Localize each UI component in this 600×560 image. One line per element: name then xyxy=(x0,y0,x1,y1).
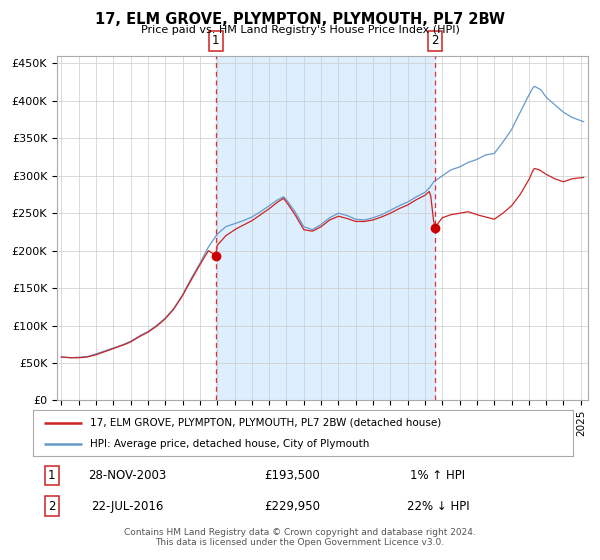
Text: HPI: Average price, detached house, City of Plymouth: HPI: Average price, detached house, City… xyxy=(90,439,369,449)
Text: 17, ELM GROVE, PLYMPTON, PLYMOUTH, PL7 2BW (detached house): 17, ELM GROVE, PLYMPTON, PLYMOUTH, PL7 2… xyxy=(90,418,441,428)
Text: 1: 1 xyxy=(212,34,220,48)
Text: 1% ↑ HPI: 1% ↑ HPI xyxy=(410,469,466,482)
Text: 28-NOV-2003: 28-NOV-2003 xyxy=(88,469,167,482)
Text: 22-JUL-2016: 22-JUL-2016 xyxy=(91,500,164,512)
Text: £193,500: £193,500 xyxy=(265,469,320,482)
Text: Price paid vs. HM Land Registry's House Price Index (HPI): Price paid vs. HM Land Registry's House … xyxy=(140,25,460,35)
Text: 2: 2 xyxy=(48,500,56,512)
Text: £229,950: £229,950 xyxy=(264,500,320,512)
Text: 22% ↓ HPI: 22% ↓ HPI xyxy=(407,500,469,512)
Text: 2: 2 xyxy=(431,34,439,48)
Text: 1: 1 xyxy=(48,469,56,482)
Text: 17, ELM GROVE, PLYMPTON, PLYMOUTH, PL7 2BW: 17, ELM GROVE, PLYMPTON, PLYMOUTH, PL7 2… xyxy=(95,12,505,27)
Bar xyxy=(215,56,434,400)
Text: Contains HM Land Registry data © Crown copyright and database right 2024.: Contains HM Land Registry data © Crown c… xyxy=(124,528,476,536)
Text: This data is licensed under the Open Government Licence v3.0.: This data is licensed under the Open Gov… xyxy=(155,538,445,547)
